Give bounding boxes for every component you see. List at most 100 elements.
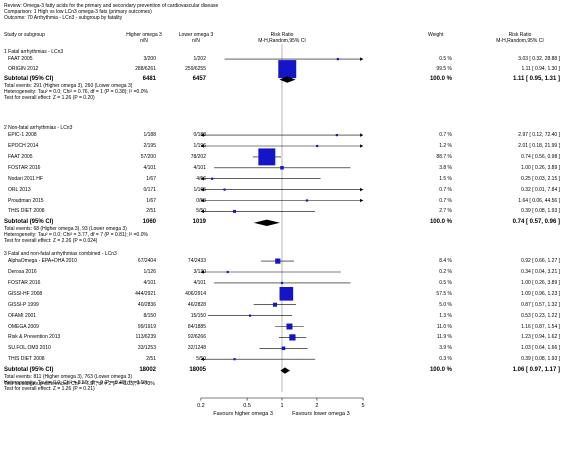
study-lower-events: 4/101 bbox=[193, 164, 206, 171]
study-name: EPOCH 2014 bbox=[8, 143, 39, 149]
subtotal-higher-total: 1060 bbox=[142, 219, 156, 226]
study-name: GISSI-HF 2008 bbox=[8, 290, 43, 297]
study-weight: 88.7 % bbox=[436, 153, 452, 160]
study-effect-box bbox=[280, 166, 284, 170]
study-weight: 0.3 % bbox=[439, 356, 452, 363]
study-weight: 0.7 % bbox=[439, 186, 452, 193]
study-higher-events: 4/101 bbox=[143, 164, 156, 171]
subgroup-title: 3 Fatal and non-fatal arrhythmias combin… bbox=[4, 251, 117, 257]
subgroup-note: Heterogeneity: Tau² = 0.0; Chi² = 3.77, … bbox=[4, 232, 148, 239]
subgroup-note: Heterogeneity: Tau² = 0.0; Chi² = 8.50, … bbox=[4, 380, 148, 387]
ci-right-arrow bbox=[360, 187, 364, 192]
x-tick-label: 1 bbox=[280, 403, 283, 409]
study-effect-box bbox=[258, 148, 276, 166]
study-ci-text: 1.03 [ 0.64, 1.66 ] bbox=[521, 345, 560, 352]
study-lower-events: 1/196 bbox=[193, 143, 206, 149]
study-name: FAAT 2005 bbox=[8, 56, 33, 63]
subtotal-higher-total: 6481 bbox=[142, 76, 156, 83]
col-header-rr-plot-method: M-H,Random,95% CI bbox=[258, 38, 306, 44]
x-tick-label: 5 bbox=[362, 403, 365, 409]
study-effect-box bbox=[281, 346, 286, 351]
study-higher-events: 2/51 bbox=[146, 208, 156, 215]
study-higher-events: 57/200 bbox=[140, 153, 156, 160]
study-weight: 0.7 % bbox=[439, 132, 452, 139]
study-weight: 0.2 % bbox=[439, 269, 452, 275]
subtotal-ci-text: 1.06 [ 0.97, 1.17 ] bbox=[512, 367, 560, 374]
study-weight: 3.9 % bbox=[439, 345, 452, 352]
study-ci-text: 1.23 [ 0.94, 1.62 ] bbox=[521, 334, 560, 341]
study-weight: 1.2 % bbox=[439, 143, 452, 149]
study-ci-text: 1.09 [ 0.96, 1.23 ] bbox=[521, 290, 560, 297]
ci-left-arrow bbox=[200, 270, 204, 274]
subtotal-higher-total: 18002 bbox=[139, 367, 156, 374]
subgroup-note: Test for overall effect: Z = 2.26 (P = 0… bbox=[4, 238, 98, 245]
study-ci-text: 0.34 [ 0.04, 3.21 ] bbox=[521, 269, 560, 275]
subgroup-note: Total events: 811 (Higher omega 3), 763 … bbox=[4, 374, 133, 381]
subtotal-label: Subtotal (95% CI) bbox=[4, 367, 54, 374]
study-effect-box bbox=[336, 58, 339, 61]
study-ci-text: 1.00 [ 0.26, 3.89 ] bbox=[521, 164, 560, 171]
study-effect-box bbox=[316, 144, 319, 148]
study-ci-text: 3.03 [ 0.32, 28.88 ] bbox=[518, 56, 560, 63]
ci-left-arrow bbox=[200, 176, 204, 181]
study-weight: 3.8 % bbox=[439, 164, 452, 171]
study-lower-events: 0/188 bbox=[193, 132, 206, 139]
study-weight: 0.5 % bbox=[439, 56, 452, 63]
study-higher-events: 3/200 bbox=[143, 56, 156, 63]
study-name: OMEGA 2009 bbox=[8, 323, 39, 330]
study-name: FAAT 2005 bbox=[8, 153, 33, 160]
subtotal-weight: 100.0 % bbox=[429, 367, 452, 374]
subgroup-note: Test for overall effect: Z = 1.26 (P = 0… bbox=[4, 95, 95, 102]
study-higher-events: 0/171 bbox=[143, 186, 156, 193]
subgroup-title: 2 Non-fatal arrhythmias - LCn3 bbox=[4, 125, 73, 131]
study-name: ORIGIN 2012 bbox=[8, 66, 39, 73]
study-name: Nodari 2011 HF bbox=[8, 175, 43, 182]
study-higher-events: 113/6239 bbox=[135, 334, 156, 341]
study-name: THIS DIET 2008 bbox=[8, 208, 45, 215]
study-weight: 0.5 % bbox=[439, 279, 452, 286]
study-lower-events: 78/202 bbox=[190, 153, 206, 160]
study-effect-box bbox=[233, 358, 236, 361]
col-header-lower-unit: n/N bbox=[192, 38, 200, 44]
ci-left-arrow bbox=[200, 187, 204, 192]
favours-lower-label: Favours lower omega 3 bbox=[292, 411, 349, 417]
study-ci-text: 0.32 [ 0.01, 7.84 ] bbox=[521, 186, 560, 193]
x-tick-label: 0.2 bbox=[197, 403, 205, 409]
study-effect-box bbox=[211, 177, 214, 180]
study-effect-box bbox=[279, 286, 294, 301]
study-effect-box bbox=[226, 270, 229, 274]
col-header-rr-text: Risk Ratio M-H,Random,95% CI bbox=[480, 32, 560, 44]
ci-left-arrow bbox=[200, 144, 204, 148]
subtotal-diamond bbox=[280, 367, 290, 374]
study-lower-events: 46/2828 bbox=[187, 301, 206, 308]
study-lower-events: 4/101 bbox=[193, 279, 206, 286]
study-higher-events: 444/2921 bbox=[135, 290, 156, 297]
study-ci-text: 2.01 [ 0.18, 21.99 ] bbox=[518, 143, 560, 149]
comparison-line: Comparison: 1 High vs low LCn3 omega-3 f… bbox=[4, 9, 152, 15]
subtotal-diamond bbox=[253, 219, 280, 226]
study-effect-box bbox=[289, 334, 296, 341]
study-name: GISSI-P 1999 bbox=[8, 301, 39, 308]
study-ci-text: 0.87 [ 0.57, 1.32 ] bbox=[521, 301, 560, 308]
subgroup-differences-test: Test for subgroup differences: Chi² = 7.… bbox=[4, 381, 155, 387]
study-higher-events: 33/1253 bbox=[137, 345, 156, 352]
study-weight: 0.7 % bbox=[439, 197, 452, 204]
ci-left-arrow bbox=[200, 209, 204, 214]
col-header-weight: Weight bbox=[428, 32, 444, 38]
col-header-study: Study or subgroup bbox=[4, 32, 45, 38]
study-ci-text: 0.53 [ 0.23, 1.22 ] bbox=[521, 312, 560, 319]
study-ci-text: 0.74 [ 0.56, 0.98 ] bbox=[521, 153, 560, 160]
study-ci-text: 1.64 [ 0.06, 44.56 ] bbox=[518, 197, 560, 204]
study-higher-events: 40/2836 bbox=[137, 301, 156, 308]
study-higher-events: 8/150 bbox=[143, 312, 156, 319]
study-effect-box bbox=[335, 134, 338, 137]
study-weight: 1.5 % bbox=[439, 175, 452, 182]
study-effect-box bbox=[278, 60, 297, 79]
col-header-rr-plot: Risk Ratio M-H,Random,95% CI bbox=[242, 32, 322, 44]
study-weight: 1.3 % bbox=[439, 312, 452, 319]
study-weight: 2.7 % bbox=[439, 208, 452, 215]
study-ci-text: 1.11 [ 0.94, 1.30 ] bbox=[521, 66, 560, 73]
study-higher-events: 2/195 bbox=[143, 143, 156, 149]
study-ci-text: 1.00 [ 0.26, 3.89 ] bbox=[521, 279, 560, 286]
